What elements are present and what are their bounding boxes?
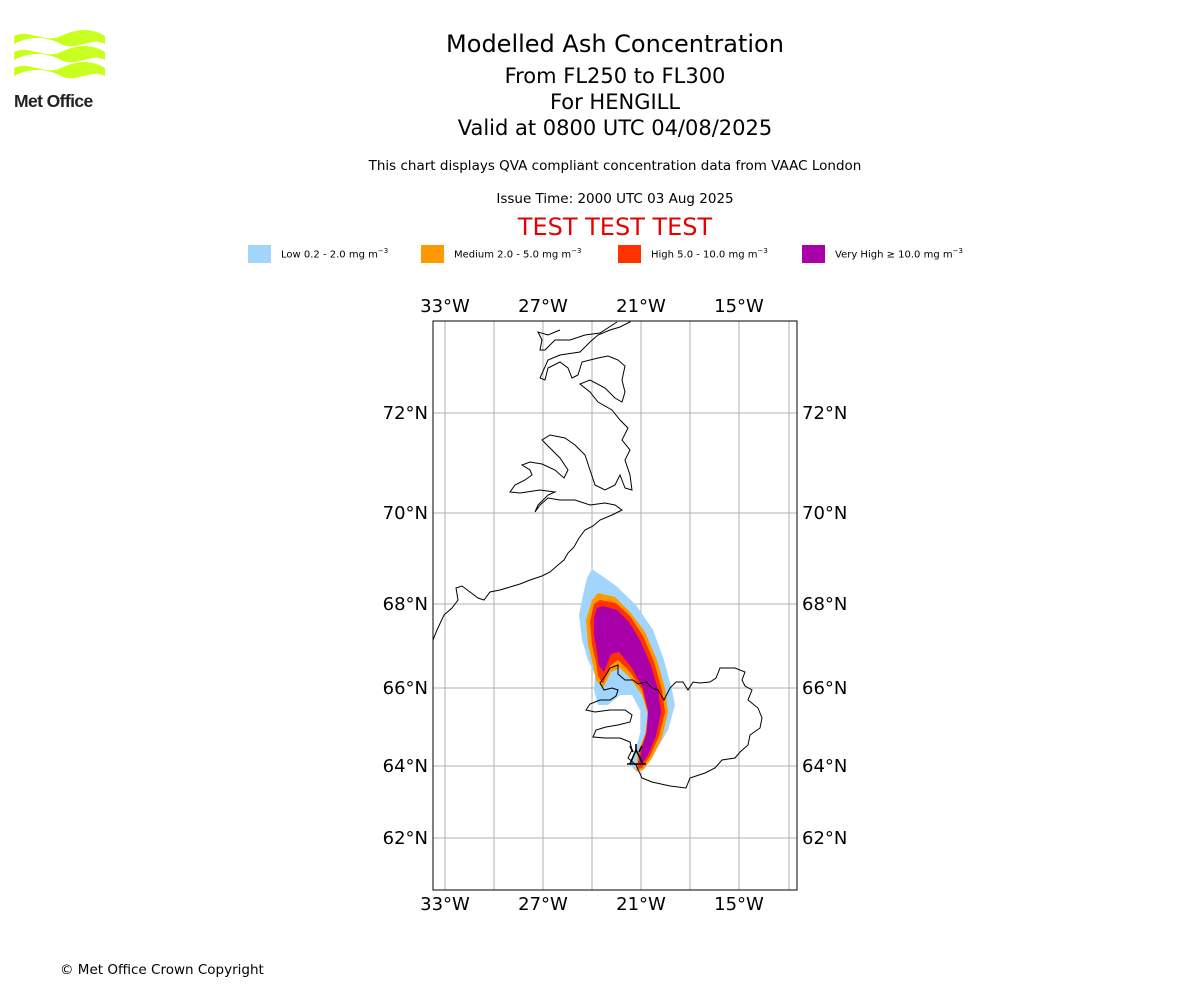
legend-swatch-high [618, 245, 641, 263]
lon-tick-top: 15°W [714, 296, 764, 317]
lat-tick-right: 72°N [802, 403, 847, 424]
lat-tick-left: 64°N [383, 756, 428, 777]
compliance-note: This chart displays QVA compliant concen… [368, 158, 862, 174]
lon-tick-bottom: 33°W [420, 894, 470, 915]
lat-tick-left: 72°N [383, 403, 428, 424]
legend-swatch-medium [421, 245, 444, 263]
legend-item-medium: Medium 2.0 - 5.0 mg m−3 [421, 244, 581, 264]
lat-tick-left: 68°N [383, 594, 428, 615]
met-office-logo-icon [14, 30, 105, 79]
volcano-name: For HENGILL [549, 90, 681, 114]
lat-tick-left: 66°N [383, 678, 428, 699]
ash-zone-very-high [594, 606, 661, 765]
lat-tick-left: 62°N [383, 828, 428, 849]
lat-tick-right: 68°N [802, 594, 847, 615]
legend-item-low: Low 0.2 - 2.0 mg m−3 [248, 244, 388, 264]
legend-label-very-high: Very High ≥ 10.0 mg m−3 [835, 247, 963, 261]
lat-tick-left: 70°N [383, 503, 428, 524]
flight-level-range: From FL250 to FL300 [504, 64, 726, 88]
lon-tick-bottom: 21°W [616, 894, 666, 915]
valid-time: Valid at 0800 UTC 04/08/2025 [457, 116, 773, 140]
greenland-coast [433, 321, 633, 641]
lon-tick-bottom: 27°W [518, 894, 568, 915]
lat-tick-right: 70°N [802, 503, 847, 524]
lon-tick-bottom: 15°W [714, 894, 764, 915]
map-tick-labels: 33°W 27°W 21°W 15°W 33°W 27°W 21°W 15°W … [383, 296, 848, 915]
lon-tick-top: 21°W [616, 296, 666, 317]
legend-item-very-high: Very High ≥ 10.0 mg m−3 [802, 244, 963, 264]
iceland-coast [585, 664, 763, 789]
chart-title: Modelled Ash Concentration [446, 30, 784, 58]
lon-tick-top: 33°W [420, 296, 470, 317]
map-frame [432, 320, 798, 891]
lat-tick-right: 66°N [802, 678, 847, 699]
legend-swatch-very-high [802, 245, 825, 263]
lon-tick-top: 27°W [518, 296, 568, 317]
lat-tick-right: 64°N [802, 756, 847, 777]
ash-plume [579, 569, 675, 772]
volcano-marker-icon [627, 744, 646, 765]
test-banner: TEST TEST TEST [517, 213, 713, 241]
legend-item-high: High 5.0 - 10.0 mg m−3 [618, 244, 768, 264]
coastlines [433, 321, 763, 789]
legend-swatch-low [248, 245, 271, 263]
copyright-notice: © Met Office Crown Copyright [60, 962, 264, 978]
issue-time: Issue Time: 2000 UTC 03 Aug 2025 [496, 191, 734, 207]
lat-tick-right: 62°N [802, 828, 847, 849]
legend-label-low: Low 0.2 - 2.0 mg m−3 [281, 247, 389, 261]
legend-label-high: High 5.0 - 10.0 mg m−3 [651, 247, 768, 261]
met-office-logo-text: Met Office [14, 91, 93, 111]
legend-label-medium: Medium 2.0 - 5.0 mg m−3 [454, 247, 582, 261]
